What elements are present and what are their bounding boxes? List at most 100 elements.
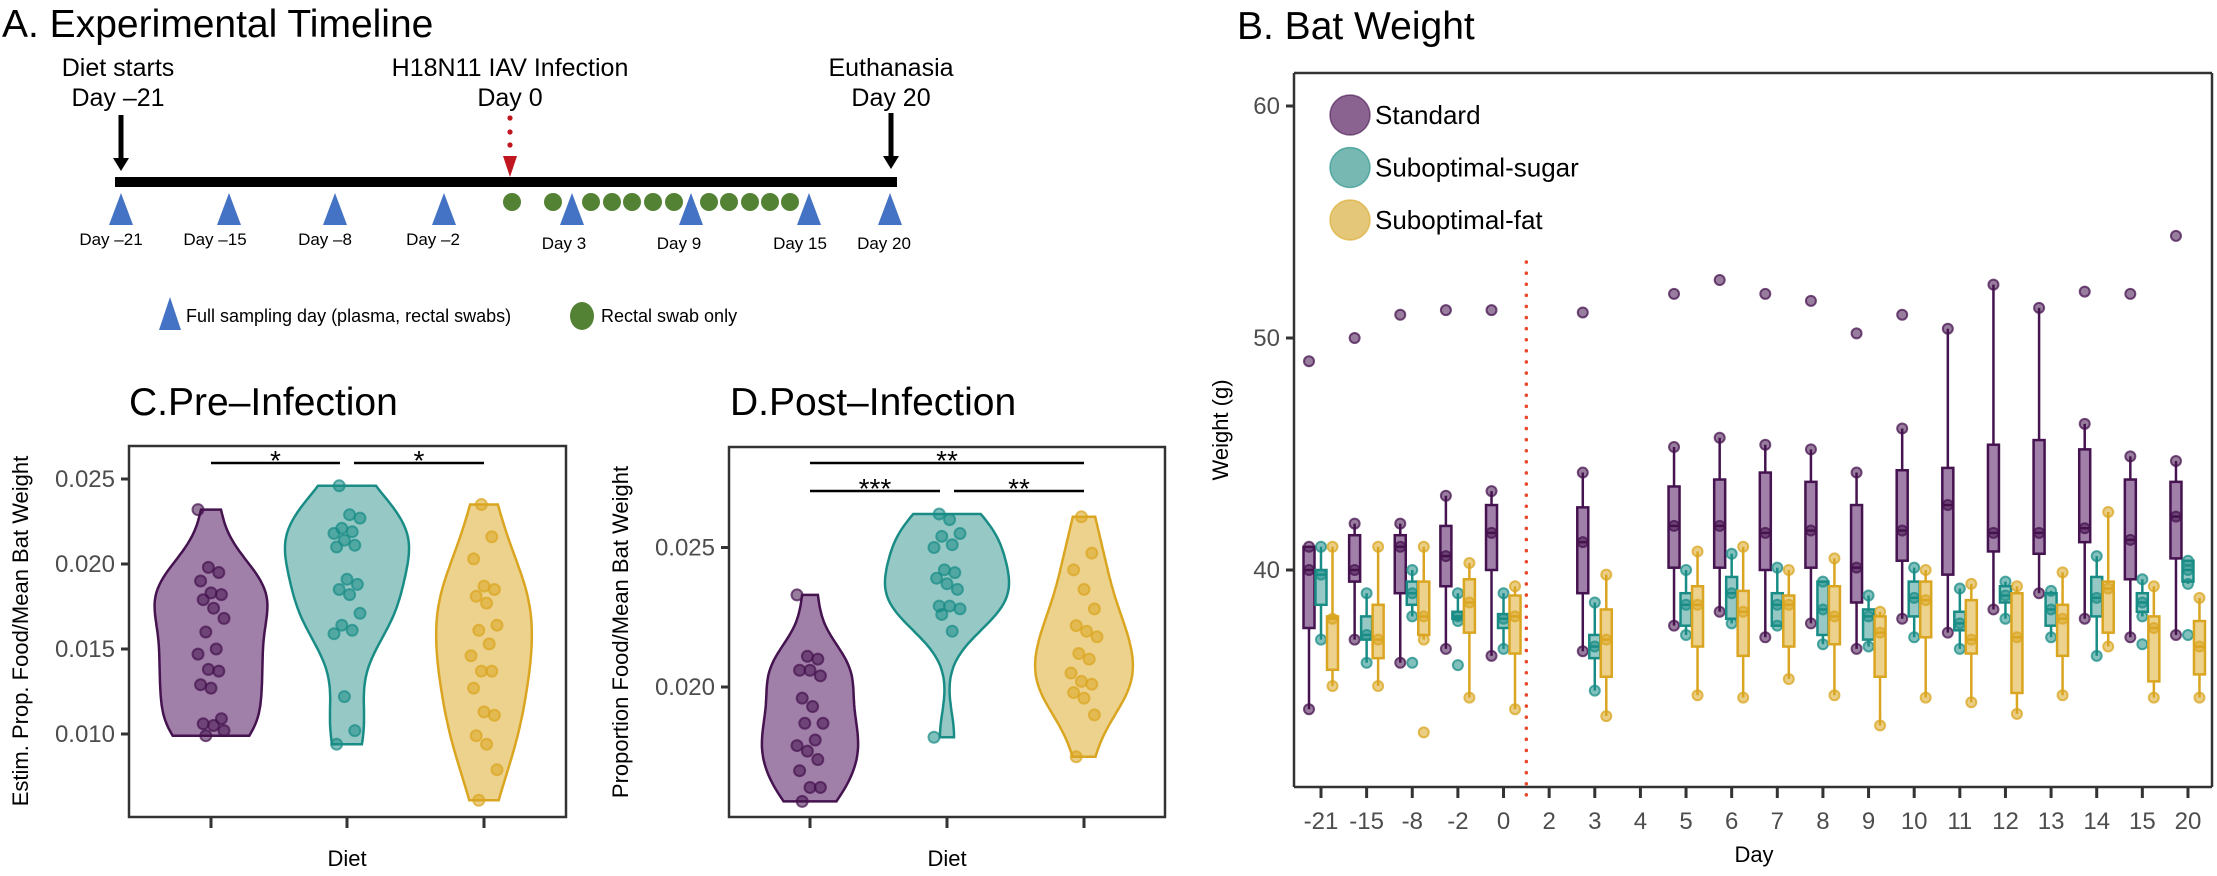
data-point [201, 560, 215, 574]
boxplot-standard [2123, 287, 2138, 644]
box [1849, 503, 1864, 604]
data-point [337, 690, 351, 704]
data-point [353, 606, 367, 620]
y-tick-label: 0.025 [655, 535, 715, 562]
data-point [1485, 485, 1498, 498]
panel-c-title: C.Pre–Infection [129, 381, 398, 424]
significance-label: *** [859, 473, 892, 504]
data-point [2147, 691, 2160, 704]
data-point [945, 624, 959, 638]
data-point [2078, 522, 2091, 535]
event-infection-day: Day 0 [477, 84, 542, 112]
rectal-swab-dot-icon [623, 193, 641, 211]
x-tick-label: 14 [2083, 808, 2110, 835]
boxplot-standard [1895, 308, 1909, 625]
data-point [1771, 598, 1784, 611]
data-point [191, 503, 205, 517]
full-sampling-triangle-icon [323, 193, 347, 225]
data-point [1941, 626, 1954, 639]
data-point [1987, 603, 2000, 616]
x-tick-label: 6 [1725, 808, 1738, 835]
boxplot-suboptimal-sugar [1314, 540, 1328, 646]
data-point [1497, 642, 1510, 655]
data-point [800, 744, 814, 758]
data-point [212, 664, 226, 678]
rectal-swab-dot-icon [603, 193, 621, 211]
data-point [1576, 645, 1589, 658]
data-point [1303, 355, 1315, 368]
panel-d-ylabel: Proportion Food/Mean Bat Weight [608, 466, 633, 798]
sampling-day-label: Day 3 [542, 234, 586, 253]
data-point [808, 733, 822, 747]
data-point [332, 479, 346, 493]
data-point [1439, 489, 1452, 502]
x-tick-label: -2 [1447, 808, 1468, 835]
data-point [1828, 689, 1841, 702]
data-point [1372, 680, 1385, 692]
data-point [487, 708, 501, 722]
data-point [1315, 540, 1327, 553]
data-point [1588, 640, 1601, 653]
box [2147, 615, 2161, 683]
data-point [1576, 466, 1589, 479]
boxplot-suboptimal-fat [2147, 580, 2161, 704]
data-point [1668, 441, 1681, 454]
boxplot-standard [1986, 278, 2001, 616]
data-point [477, 705, 491, 719]
data-point [1953, 642, 1966, 655]
data-point [1074, 510, 1088, 524]
x-tick-label: 15 [2129, 808, 2156, 835]
data-point [790, 588, 804, 602]
data-point [2181, 577, 2194, 590]
data-point [1908, 561, 1921, 574]
boxplot-suboptimal-sugar [1770, 561, 1785, 632]
data-point [1600, 568, 1613, 581]
violin-standard [153, 508, 269, 737]
data-point [474, 498, 488, 511]
data-point [953, 527, 967, 541]
data-point [196, 593, 210, 607]
event-euthanasia-label: Euthanasia [828, 54, 953, 82]
data-point [345, 525, 359, 539]
box [1986, 443, 2001, 553]
event-euthanasia-day: Day 20 [851, 84, 930, 112]
panel-a-title: A. Experimental Timeline [2, 3, 433, 46]
data-point [1417, 726, 1430, 739]
data-point [1315, 568, 1327, 581]
data-point [1713, 605, 1726, 618]
x-tick-label: 11 [1947, 808, 1972, 835]
data-point [816, 716, 830, 730]
boxplot-suboptimal-fat [1782, 564, 1796, 686]
data-point [472, 793, 486, 807]
data-point [1348, 633, 1361, 646]
boxplot-suboptimal-sugar [1588, 596, 1602, 697]
y-tick-label: 0.015 [55, 636, 115, 663]
box [2077, 448, 2092, 544]
data-point [1804, 617, 1817, 630]
data-point [217, 611, 231, 625]
data-point [487, 583, 501, 596]
data-point [811, 652, 825, 666]
boxplot-standard [2077, 285, 2092, 625]
data-point [1394, 308, 1407, 321]
box [2032, 438, 2046, 556]
data-point [940, 577, 954, 591]
data-point [1497, 587, 1510, 600]
data-point [1417, 610, 1430, 623]
data-point [1680, 628, 1693, 641]
data-point [932, 507, 946, 521]
boxplot-suboptimal-fat [1690, 545, 1705, 702]
data-point [1965, 696, 1978, 709]
data-point [2136, 573, 2149, 586]
boxplot-suboptimal-fat [1736, 540, 1750, 704]
data-point [2078, 612, 2091, 625]
boxplot-standard [1758, 287, 1773, 644]
data-point [1348, 564, 1361, 576]
event-diet-start-label: Diet starts [62, 54, 175, 82]
data-point [1509, 580, 1522, 593]
data-point [2136, 596, 2149, 609]
data-point [1067, 686, 1081, 700]
sampling-day-label: Day 9 [657, 234, 701, 253]
box [1690, 584, 1705, 648]
infection-dotted-arrow-dot [507, 142, 513, 148]
